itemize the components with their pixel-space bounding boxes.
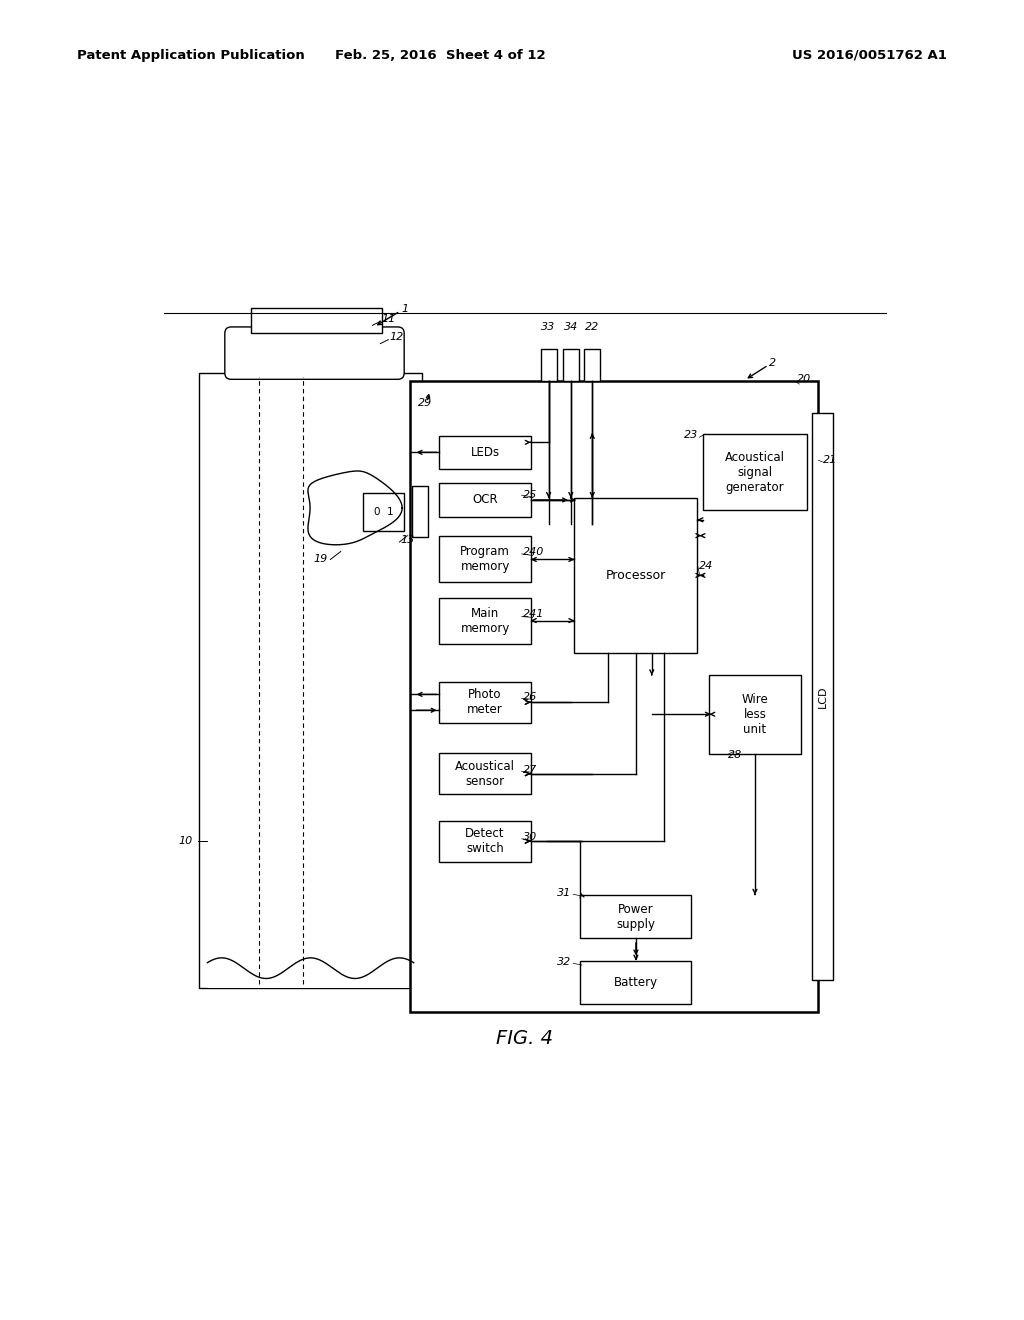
Text: Battery: Battery xyxy=(613,975,658,989)
Text: 19: 19 xyxy=(313,554,328,565)
Text: 22: 22 xyxy=(585,322,599,331)
FancyBboxPatch shape xyxy=(412,487,428,537)
Text: Power
supply: Power supply xyxy=(616,903,655,931)
FancyBboxPatch shape xyxy=(574,498,697,652)
FancyBboxPatch shape xyxy=(541,350,557,381)
FancyBboxPatch shape xyxy=(439,681,530,723)
Text: 33: 33 xyxy=(542,322,556,331)
Text: Detect
switch: Detect switch xyxy=(465,828,505,855)
FancyBboxPatch shape xyxy=(703,434,807,510)
Polygon shape xyxy=(207,958,414,987)
Text: 2: 2 xyxy=(769,359,776,368)
Text: Wire
less
unit: Wire less unit xyxy=(741,693,768,735)
FancyBboxPatch shape xyxy=(710,675,801,754)
Text: 11: 11 xyxy=(382,314,396,323)
Text: 31: 31 xyxy=(557,888,570,898)
Text: 13: 13 xyxy=(400,535,415,545)
Text: 20: 20 xyxy=(797,375,811,384)
Text: 21: 21 xyxy=(823,455,838,465)
Text: Acoustical
signal
generator: Acoustical signal generator xyxy=(725,450,785,494)
FancyBboxPatch shape xyxy=(439,436,530,469)
FancyBboxPatch shape xyxy=(581,895,691,939)
Text: 29: 29 xyxy=(418,399,432,408)
Text: 32: 32 xyxy=(557,957,570,966)
Text: 30: 30 xyxy=(523,832,538,842)
Text: 28: 28 xyxy=(728,751,742,760)
Text: Program
memory: Program memory xyxy=(460,545,510,573)
Text: LCD: LCD xyxy=(817,685,827,708)
FancyBboxPatch shape xyxy=(439,483,530,516)
Text: 27: 27 xyxy=(523,764,538,775)
Text: 24: 24 xyxy=(699,561,714,570)
FancyBboxPatch shape xyxy=(439,821,530,862)
FancyBboxPatch shape xyxy=(585,350,600,381)
FancyBboxPatch shape xyxy=(362,492,404,531)
Text: Processor: Processor xyxy=(606,569,666,582)
FancyBboxPatch shape xyxy=(410,381,818,1012)
FancyBboxPatch shape xyxy=(581,961,691,1005)
Text: 10: 10 xyxy=(179,836,194,846)
Text: FIG. 4: FIG. 4 xyxy=(497,1028,553,1048)
Text: 23: 23 xyxy=(684,430,697,440)
Text: 0  1: 0 1 xyxy=(374,507,393,517)
Text: Photo
meter: Photo meter xyxy=(467,688,503,717)
Text: Patent Application Publication: Patent Application Publication xyxy=(77,49,304,62)
Text: 241: 241 xyxy=(523,610,545,619)
FancyBboxPatch shape xyxy=(563,350,579,381)
Text: US 2016/0051762 A1: US 2016/0051762 A1 xyxy=(793,49,947,62)
Text: 34: 34 xyxy=(563,322,578,331)
Text: OCR: OCR xyxy=(472,494,498,507)
Text: 25: 25 xyxy=(523,490,538,500)
Text: 12: 12 xyxy=(390,333,404,342)
Text: LEDs: LEDs xyxy=(471,446,500,459)
FancyBboxPatch shape xyxy=(439,598,530,644)
Text: Main
memory: Main memory xyxy=(461,607,510,635)
FancyBboxPatch shape xyxy=(251,308,382,333)
Text: 240: 240 xyxy=(523,546,545,557)
Text: Acoustical
sensor: Acoustical sensor xyxy=(455,760,515,788)
Text: 26: 26 xyxy=(523,692,538,702)
Text: Feb. 25, 2016  Sheet 4 of 12: Feb. 25, 2016 Sheet 4 of 12 xyxy=(335,49,546,62)
Text: 1: 1 xyxy=(401,305,409,314)
FancyBboxPatch shape xyxy=(812,413,833,979)
FancyBboxPatch shape xyxy=(200,374,422,987)
FancyBboxPatch shape xyxy=(225,327,404,379)
FancyBboxPatch shape xyxy=(439,536,530,582)
FancyBboxPatch shape xyxy=(439,754,530,795)
